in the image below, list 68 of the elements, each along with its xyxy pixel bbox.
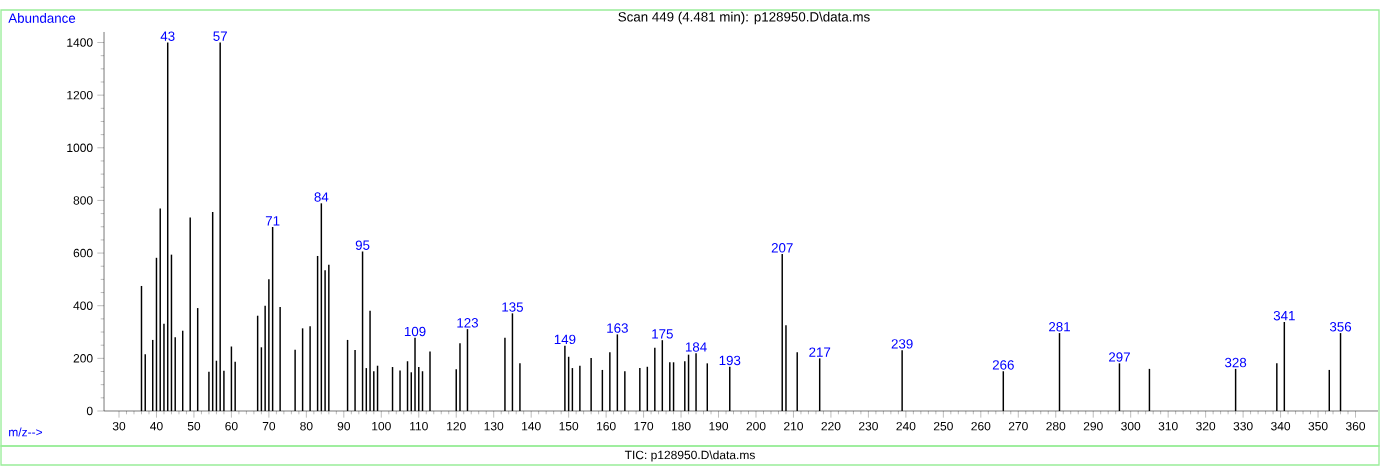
x-tick-label: 80	[300, 421, 313, 431]
x-tick-label: 330	[1233, 421, 1253, 431]
x-tick-label: 310	[1158, 421, 1178, 431]
x-axis-title: m/z-->	[9, 427, 43, 437]
x-tick-label: 50	[187, 421, 201, 431]
x-tick-label: 110	[410, 421, 428, 431]
x-tick-label: 360	[1345, 421, 1366, 431]
annotation: 239	[891, 339, 913, 349]
x-tick-label: 340	[1271, 421, 1291, 431]
x-tick-label: 60	[225, 421, 238, 431]
annotation: 217	[809, 347, 831, 357]
x-tick-label: 260	[971, 421, 991, 431]
annotation: 149	[554, 334, 576, 345]
annotation: 84	[314, 192, 329, 202]
x-tick-label: 160	[597, 421, 616, 431]
x-tick-label: 230	[859, 421, 878, 431]
x-tick-label: 70	[262, 421, 276, 431]
x-tick-label: 350	[1308, 421, 1328, 431]
x-tick-label: 200	[746, 421, 766, 431]
x-tick-label: 290	[1083, 421, 1103, 431]
x-tick-label: 250	[933, 421, 953, 431]
annotation: 281	[1049, 322, 1070, 332]
y-tick-label: 600	[73, 248, 93, 258]
x-tick-label: 180	[671, 421, 691, 431]
annotation: 109	[404, 326, 426, 337]
x-tick-label: 130	[484, 421, 504, 431]
x-tick-label: 320	[1196, 421, 1216, 431]
annotation: 95	[355, 240, 370, 250]
x-tick-label: 100	[372, 421, 391, 431]
x-tick-label: 120	[447, 421, 466, 431]
x-tick-label: 190	[709, 421, 729, 431]
annotation: 297	[1109, 352, 1130, 362]
annotation: 356	[1329, 322, 1352, 332]
annotation: 328	[1224, 357, 1247, 368]
x-tick-label: 210	[784, 421, 804, 431]
annotation: 207	[771, 243, 793, 253]
x-tick-label: 90	[337, 421, 351, 431]
annotation: 71	[265, 216, 280, 226]
annotation: 123	[457, 318, 479, 328]
x-tick-label: 220	[821, 421, 841, 431]
annotation: 266	[992, 360, 1014, 370]
annotation: 184	[685, 342, 707, 352]
x-tick-label: 240	[896, 421, 916, 431]
chart-title: Scan 449 (4.481 min): p128950.D\data.ms	[618, 11, 870, 25]
y-tick-label: 0	[86, 406, 93, 416]
y-tick-label: 400	[73, 301, 93, 310]
x-tick-label: 170	[634, 421, 654, 431]
x-tick-label: 150	[559, 421, 579, 431]
text: TIC: p128950.D\data.ms	[624, 450, 755, 462]
x-tick-label: 300	[1121, 421, 1141, 431]
y-tick-label: 800	[73, 196, 93, 205]
x-tick-label: 280	[1046, 421, 1066, 431]
y-tick-label: 1200	[67, 90, 93, 100]
annotation: 43	[160, 31, 175, 41]
annotation: 135	[502, 302, 523, 312]
annotation: 163	[607, 323, 628, 333]
y-tick-label: 200	[73, 354, 93, 363]
x-tick-label: 40	[150, 421, 163, 431]
x-tick-label: 30	[112, 421, 126, 431]
annotation: 175	[652, 329, 673, 339]
annotation: 341	[1273, 310, 1295, 321]
y-tick-label: 1400	[67, 38, 93, 47]
y-axis-title: Abundance	[8, 13, 76, 23]
x-tick-label: 140	[522, 421, 541, 431]
y-tick-label: 1000	[67, 143, 93, 153]
annotation: 193	[719, 355, 741, 366]
annotation: 57	[213, 31, 227, 41]
x-tick-label: 270	[1008, 421, 1028, 431]
